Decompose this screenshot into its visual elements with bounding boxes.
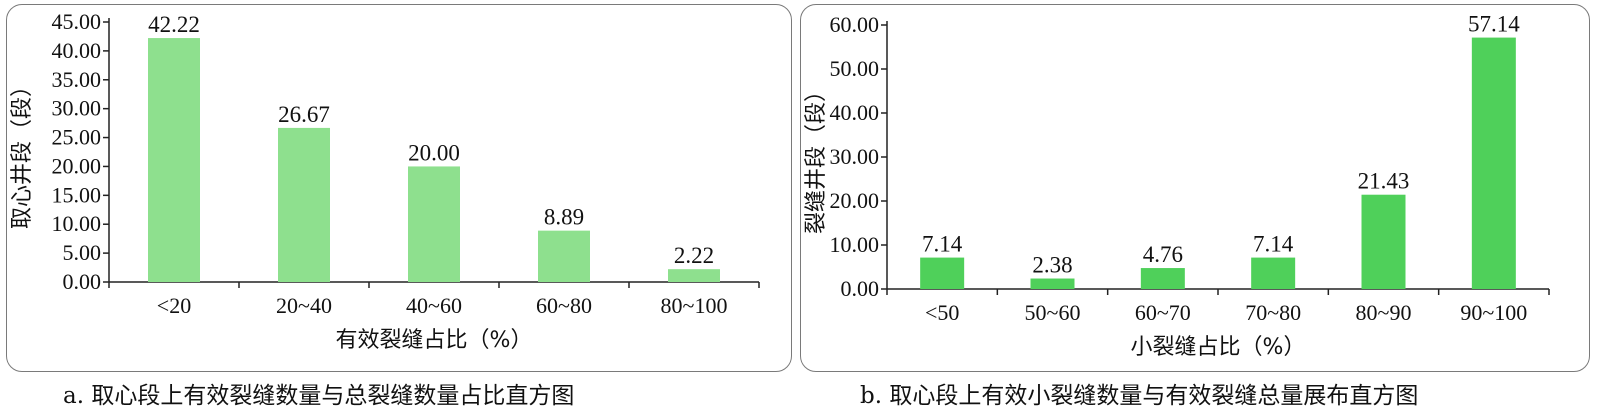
chart-b-bar: [1140, 268, 1185, 289]
chart-a-data-label: 42.22: [148, 12, 200, 37]
chart-b-data-label: 21.43: [1358, 169, 1410, 194]
chart-b-data-label: 4.76: [1143, 242, 1183, 267]
chart-a-category-label: 80~100: [661, 293, 728, 318]
chart-b-bar: [920, 257, 965, 289]
chart-a-data-label: 2.22: [674, 243, 714, 268]
chart-b-data-label: 7.14: [1253, 232, 1294, 257]
chart-a-y-tick-label: 35.00: [52, 67, 102, 92]
chart-a-bar: [408, 166, 460, 282]
chart-a-y-tick-label: 30.00: [52, 96, 102, 121]
chart-a-bar: [668, 269, 720, 282]
chart-b-category-label: 70~80: [1245, 300, 1301, 325]
chart-b-data-label: 57.14: [1468, 12, 1520, 37]
chart-b-y-tick-label: 20.00: [830, 188, 880, 213]
chart-b-y-tick-label: 40.00: [830, 100, 880, 125]
chart-a-category-label: <20: [157, 293, 191, 318]
chart-b-category-label: 50~60: [1025, 300, 1081, 325]
chart-a-y-tick-label: 20.00: [52, 153, 102, 178]
chart-a-x-axis-title: 有效裂缝占比（%）: [336, 328, 533, 353]
chart-b-category-label: 60~70: [1135, 300, 1191, 325]
chart-b-y-tick-label: 50.00: [830, 56, 880, 81]
chart-b-bar: [1361, 194, 1406, 289]
chart-a-data-label: 8.89: [544, 205, 584, 230]
chart-a-y-tick-label: 15.00: [52, 182, 102, 207]
chart-a-y-tick-label: 10.00: [52, 211, 102, 236]
chart-b-caption: b. 取心段上有效小裂缝数量与有效裂缝总量展布直方图: [860, 383, 1419, 409]
chart-b-bar: [1251, 257, 1296, 289]
chart-b-data-label: 2.38: [1032, 253, 1072, 278]
chart-a-caption: a. 取心段上有效裂缝数量与总裂缝数量占比直方图: [63, 383, 575, 409]
chart-a-y-tick-label: 0.00: [63, 269, 102, 294]
chart-a-y-tick-label: 40.00: [52, 38, 102, 63]
chart-b-y-axis-title: 裂缝井段（段）: [804, 80, 829, 234]
chart-a-panel: 0.00 5.00 10.00 15.00 20.00 25.00 30.00 35.00 40…: [6, 4, 792, 372]
chart-a-y-tick-label: 45.00: [52, 9, 102, 34]
chart-a-data-label: 26.67: [278, 102, 330, 127]
chart-a-data-label: 20.00: [408, 140, 460, 165]
chart-b-panel: 0.00 10.00 20.00 30.00 40.00 50.00 60.00 7.14 <5…: [800, 4, 1590, 372]
chart-a-y-axis-title: 取心井段（段）: [10, 75, 35, 229]
chart-b-category-label: 80~90: [1356, 300, 1412, 325]
chart-a-category-label: 20~40: [276, 293, 332, 318]
chart-a-y-tick-label: 25.00: [52, 125, 102, 150]
chart-b-y-tick-label: 10.00: [830, 232, 880, 257]
chart-b-y-tick-label: 30.00: [830, 144, 880, 169]
chart-a-y-tick-label: 5.00: [63, 240, 102, 265]
chart-a: 0.00 5.00 10.00 15.00 20.00 25.00 30.00 35.00 40…: [10, 9, 760, 353]
chart-b-data-label: 7.14: [922, 232, 963, 257]
chart-a-bar: [148, 38, 200, 282]
chart-a-category-label: 40~60: [406, 293, 462, 318]
chart-b-category-label: 90~100: [1460, 300, 1527, 325]
chart-b-bar: [1471, 37, 1516, 289]
chart-b-y-tick-label: 60.00: [830, 12, 880, 37]
chart-a-category-label: 60~80: [536, 293, 592, 318]
chart-a-bar: [278, 127, 330, 282]
chart-b-category-label: <50: [925, 300, 959, 325]
chart-b-bar: [1030, 278, 1075, 289]
chart-b: 0.00 10.00 20.00 30.00 40.00 50.00 60.00 7.14 <5…: [804, 12, 1550, 360]
chart-b-y-tick-label: 0.00: [841, 276, 880, 301]
chart-b-x-axis-title: 小裂缝占比（%）: [1131, 335, 1306, 360]
chart-a-bar: [538, 230, 590, 282]
